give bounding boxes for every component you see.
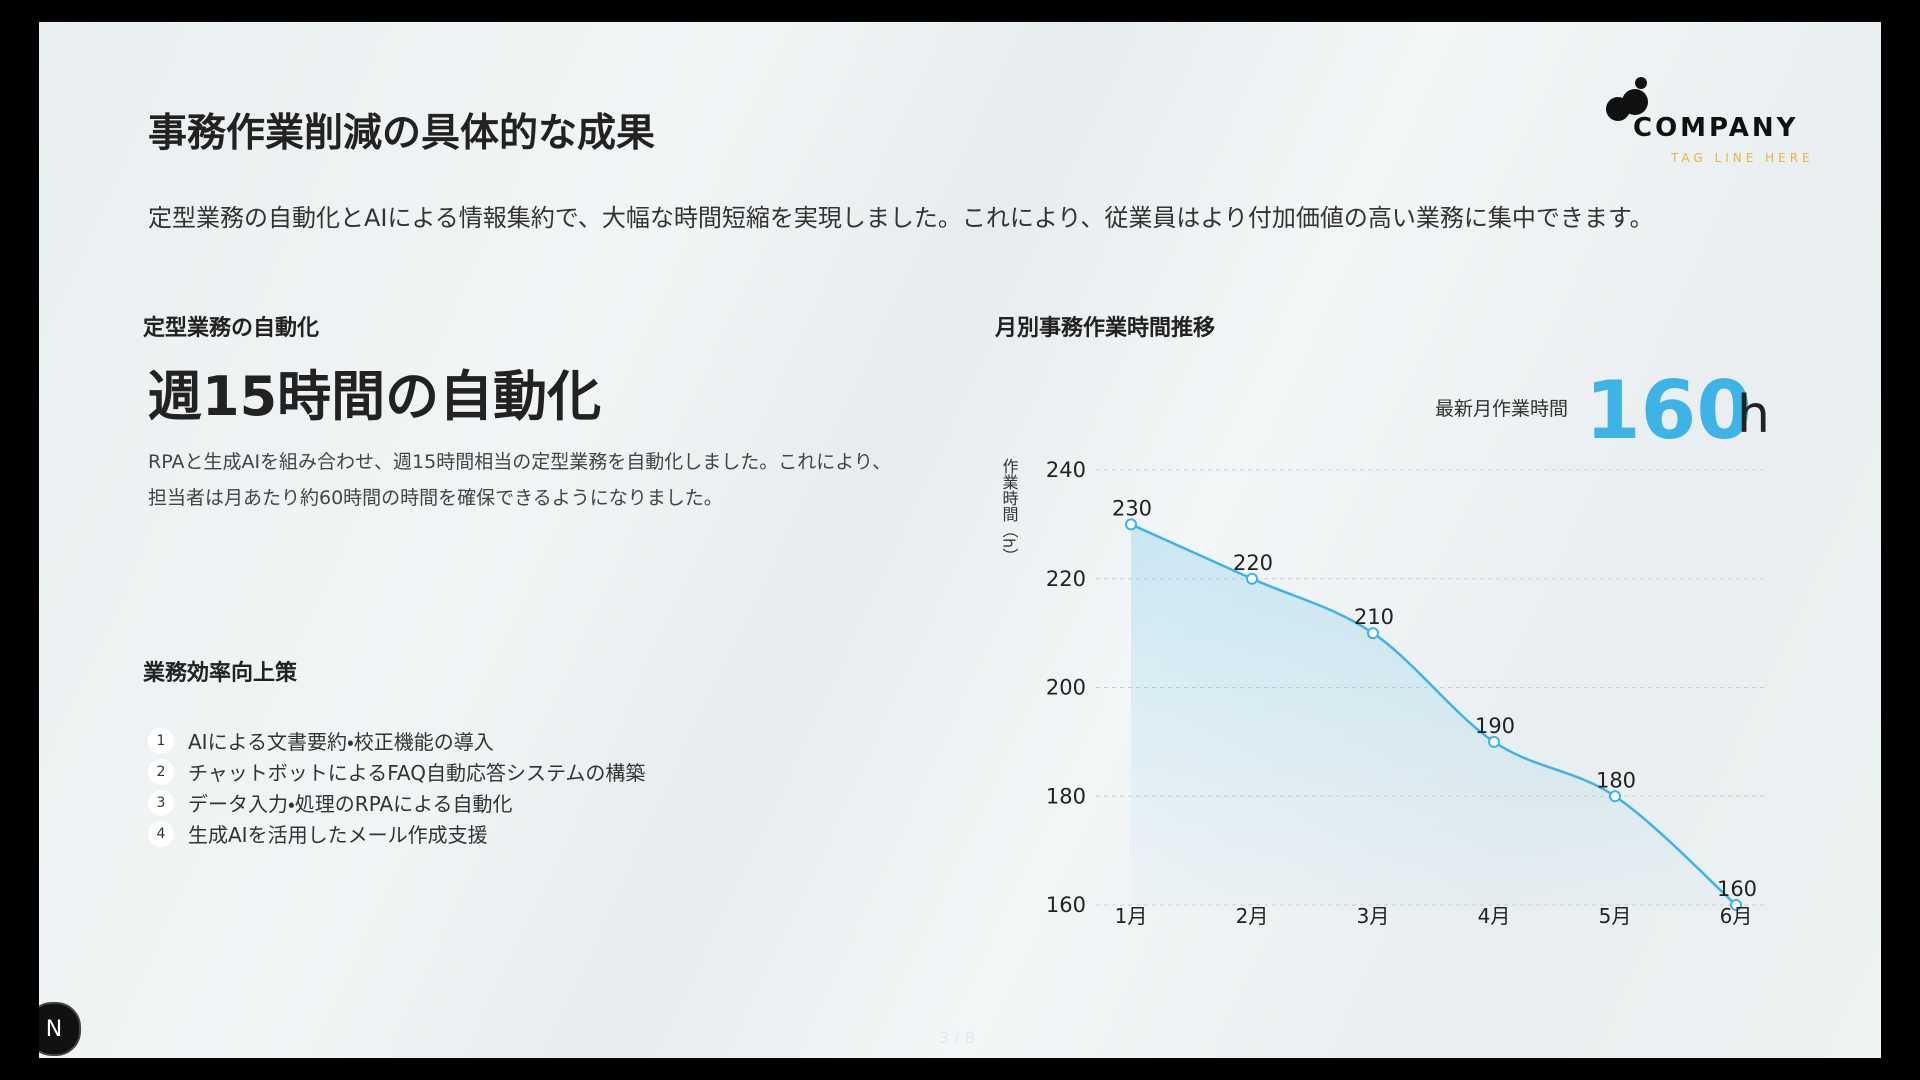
item-text: 生成AIを活用したメール作成支援 (188, 823, 488, 847)
logo: COMPANY TAG LINE HERE (1606, 77, 1809, 165)
data-label: 230 (1112, 496, 1152, 520)
point (1488, 735, 1500, 748)
point (1125, 518, 1137, 531)
measure-item: 2 チャットボットによるFAQ自動応答システムの構築 (148, 757, 645, 786)
subtitle: 定型業務の自動化とAIによる情報集約で、大幅な時間短縮を実現しました。これにより… (148, 204, 1654, 232)
headline: 週15時間の自動化 (148, 365, 602, 428)
item-number: 1 (148, 727, 174, 754)
area (1131, 524, 1736, 905)
body-text: RPAと生成AIを組み合わせ、週15時間相当の定型業務を自動化しました。これによ… (148, 451, 892, 473)
x-tick-label: 2月 (1236, 904, 1269, 928)
data-label: 210 (1354, 605, 1394, 629)
y-tick-label: 240 (1046, 458, 1086, 482)
data-label: 160 (1717, 877, 1757, 901)
body-text: 担当者は月あたり約60時間の時間を確保できるようになりました。 (148, 487, 723, 509)
kpi-unit: h (1737, 385, 1770, 445)
logo-name: COMPANY (1633, 113, 1798, 143)
measure-item: 3 データ入力・処理のRPAによる自動化 (148, 788, 513, 817)
nav-button[interactable]: N (39, 1002, 81, 1056)
data-label: 190 (1475, 714, 1515, 738)
x-tick-label: 6月 (1720, 904, 1753, 928)
page-indicator: 3 / 8 (939, 1028, 975, 1047)
kpi-value: 160 (1585, 364, 1752, 457)
item-text: チャットボットによるFAQ自動応答システムの構築 (188, 761, 646, 785)
measure-item: 1 AIによる文書要約・校正機能の導入 (148, 726, 494, 755)
slide: 事務作業削減の具体的な成果 定型業務の自動化とAIによる情報集約で、大幅な時間短… (39, 22, 1881, 1058)
item-number: 2 (148, 758, 174, 785)
y-tick-label: 200 (1046, 676, 1086, 700)
data-label: 220 (1233, 551, 1273, 575)
logo-dot (1622, 89, 1648, 115)
chart-title: 月別事務作業時間推移 (995, 316, 1216, 341)
logo-dot (1635, 77, 1647, 89)
item-number: 3 (148, 789, 174, 816)
y-axis-label: 作業時間（h） (1000, 458, 1019, 564)
point (1367, 627, 1379, 640)
point (1730, 899, 1742, 911)
y-tick-label: 220 (1046, 567, 1086, 591)
item-text: AIによる文書要約・校正機能の導入 (188, 730, 494, 754)
item-text: データ入力・処理のRPAによる自動化 (188, 792, 513, 816)
kpi-label: 最新月作業時間 (1435, 398, 1569, 420)
point (1246, 572, 1258, 585)
item-number: 4 (148, 820, 174, 847)
x-tick-label: 4月 (1478, 904, 1511, 928)
measure-item: 4 生成AIを活用したメール作成支援 (148, 819, 488, 848)
data-label: 180 (1596, 768, 1636, 792)
x-tick-label: 1月 (1115, 904, 1148, 928)
title: 事務作業削減の具体的な成果 (148, 111, 656, 156)
y-tick-label: 160 (1046, 893, 1086, 917)
y-tick-label: 180 (1046, 784, 1086, 808)
logo-tagline: TAG LINE HERE (1670, 151, 1809, 165)
x-tick-label: 3月 (1357, 904, 1390, 928)
line (1130, 523, 1737, 906)
section-heading: 定型業務の自動化 (143, 316, 320, 341)
chart: 160 180 200 220 240 作業時間（h） 230 1月 220 2月 210 3月 190… (1000, 458, 1766, 928)
section-heading: 業務効率向上策 (143, 661, 298, 686)
x-tick-label: 5月 (1599, 904, 1632, 928)
point (1609, 790, 1621, 803)
